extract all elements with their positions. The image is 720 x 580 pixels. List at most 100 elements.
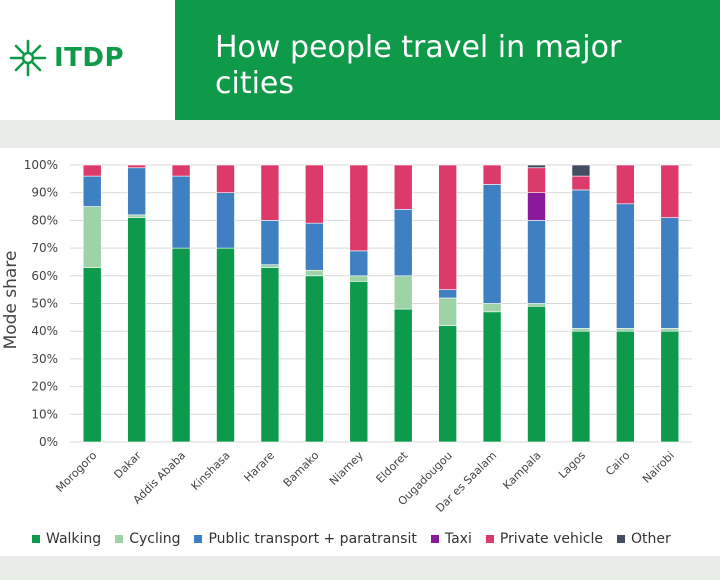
x-tick-label: Lagos	[556, 449, 588, 481]
page-title: How people travel in major cities	[215, 30, 622, 101]
bar-segment-cycling-cairo	[616, 328, 635, 332]
bar-segment-walking-niamey	[349, 281, 369, 443]
legend-item: Public transport + paratransit	[194, 531, 417, 547]
bar-segment-public-transport-paratransit-kampala	[527, 220, 546, 304]
legend-item: Private vehicle	[485, 531, 603, 547]
x-tick-label: Bamako	[281, 449, 322, 490]
bar-segment-public-transport-paratransit-eldoret	[393, 209, 413, 277]
y-tick-label: 100%	[24, 158, 58, 172]
y-tick-label: 80%	[31, 213, 58, 227]
bar-segment-public-transport-paratransit-niamey	[349, 250, 369, 277]
bar-segment-walking-lagos	[571, 330, 591, 443]
legend-item: Walking	[32, 531, 101, 547]
chart-legend: Walking Cycling Public transport + paratra…	[32, 528, 712, 550]
bar-segment-walking-kinshasa	[216, 247, 235, 443]
bar-segment-walking-harare	[260, 267, 280, 443]
legend-item: Taxi	[430, 531, 472, 547]
legend-label: Private vehicle	[499, 531, 603, 547]
bar-segment-cycling-kampala	[527, 303, 546, 307]
bar-segment-public-transport-paratransit-bamako	[305, 222, 324, 271]
y-tick-label: 90%	[31, 186, 58, 200]
bar-segment-public-transport-paratransit-harare	[260, 220, 280, 266]
title-banner	[175, 0, 720, 120]
legend-swatch	[485, 535, 494, 543]
legend-label: Taxi	[444, 531, 472, 547]
y-tick-label: 60%	[31, 269, 58, 283]
bar-segment-private-vehicle-niamey	[349, 164, 369, 252]
y-tick-label: 70%	[31, 241, 58, 255]
bar-segment-private-vehicle-kampala	[527, 167, 546, 194]
legend-swatch	[115, 535, 124, 543]
bar-segment-private-vehicle-eldoret	[393, 164, 413, 210]
bar-segment-walking-dar-es-saalam	[482, 311, 502, 443]
y-tick-label: 0%	[39, 435, 58, 449]
bar-segment-taxi-kampala	[527, 192, 546, 221]
y-tick-label: 40%	[31, 324, 58, 338]
bar-segment-walking-morogoro	[82, 267, 102, 443]
x-tick-label: Eldoret	[373, 448, 410, 485]
itdp-logo: ITDP	[8, 38, 124, 78]
x-tick-label: Niamey	[327, 449, 366, 488]
x-tick-label: Harare	[241, 449, 277, 485]
bar-segment-cycling-harare	[260, 264, 280, 268]
x-tick-label: Dakar	[111, 449, 144, 482]
bars	[82, 164, 680, 443]
bar-segment-public-transport-paratransit-lagos	[571, 189, 591, 329]
bar-segment-private-vehicle-harare	[260, 164, 280, 221]
bar-segment-walking-kampala	[527, 305, 546, 443]
bar-segment-walking-bamako	[305, 275, 324, 443]
legend-swatch	[194, 535, 203, 543]
legend-item: Other	[616, 531, 671, 547]
y-axis-label: Mode share	[1, 251, 21, 350]
bar-segment-public-transport-paratransit-kinshasa	[216, 192, 235, 249]
legend-label: Public transport + paratransit	[208, 531, 417, 547]
divider-band	[0, 120, 720, 148]
bar-segment-private-vehicle-dakar	[127, 164, 146, 169]
bar-segment-private-vehicle-bamako	[305, 164, 324, 224]
bar-segment-public-transport-paratransit-dar-es-saalam	[482, 184, 502, 304]
bar-segment-private-vehicle-lagos	[571, 175, 591, 191]
y-tick-label: 10%	[31, 407, 58, 421]
x-tick-label: Morogoro	[53, 449, 99, 495]
mode-share-chart: 0% 10% 20% 30% 40% 50% 60% 70% 80% 90% 100% Morogo…	[1, 158, 692, 515]
header: ITDP How people travel in major cities	[0, 0, 720, 120]
bar-segment-public-transport-paratransit-addis-ababa	[171, 175, 191, 249]
bar-segment-cycling-lagos	[571, 328, 591, 332]
legend-swatch	[32, 535, 40, 543]
x-tick-label: Cairo	[603, 449, 633, 479]
bar-segment-cycling-dakar	[127, 214, 146, 218]
bar-segment-public-transport-paratransit-dakar	[127, 167, 146, 216]
bar-segment-cycling-dar-es-saalam	[482, 303, 502, 313]
grid-lines	[70, 164, 692, 443]
bar-segment-private-vehicle-kinshasa	[216, 164, 235, 194]
y-tick-labels: 0% 10% 20% 30% 40% 50% 60% 70% 80% 90% 100%	[24, 158, 58, 449]
y-tick-label: 30%	[31, 352, 58, 366]
bar-segment-cycling-bamako	[305, 269, 324, 277]
bar-segment-walking-addis-ababa	[171, 247, 191, 443]
bar-segment-walking-ougadougou	[438, 325, 457, 443]
bar-segment-cycling-niamey	[349, 275, 369, 282]
bar-segment-private-vehicle-cairo	[616, 164, 635, 205]
y-tick-label: 50%	[31, 297, 58, 311]
bar-segment-walking-nairobi	[660, 330, 680, 443]
bar-segment-cycling-morogoro	[82, 206, 102, 268]
bar-segment-public-transport-paratransit-nairobi	[660, 217, 680, 329]
legend-swatch	[616, 535, 625, 543]
bar-segment-walking-dakar	[127, 217, 146, 443]
x-tick-label: Nairobi	[640, 449, 677, 486]
bar-segment-private-vehicle-nairobi	[660, 164, 680, 218]
bar-segment-public-transport-paratransit-cairo	[616, 203, 635, 329]
bar-segment-private-vehicle-morogoro	[82, 164, 102, 177]
bar-segment-private-vehicle-addis-ababa	[171, 164, 191, 177]
legend-label: Other	[630, 531, 671, 547]
bar-segment-private-vehicle-dar-es-saalam	[482, 164, 502, 185]
bar-segment-public-transport-paratransit-morogoro	[82, 175, 102, 207]
bar-segment-public-transport-paratransit-ougadougou	[438, 289, 457, 299]
x-tick-label: Kinshasa	[189, 449, 233, 493]
bar-segment-walking-eldoret	[393, 308, 413, 443]
bottom-band	[0, 556, 720, 580]
bar-segment-cycling-ougadougou	[438, 297, 457, 326]
legend-label: Cycling	[129, 531, 181, 547]
bar-segment-walking-cairo	[616, 330, 635, 443]
